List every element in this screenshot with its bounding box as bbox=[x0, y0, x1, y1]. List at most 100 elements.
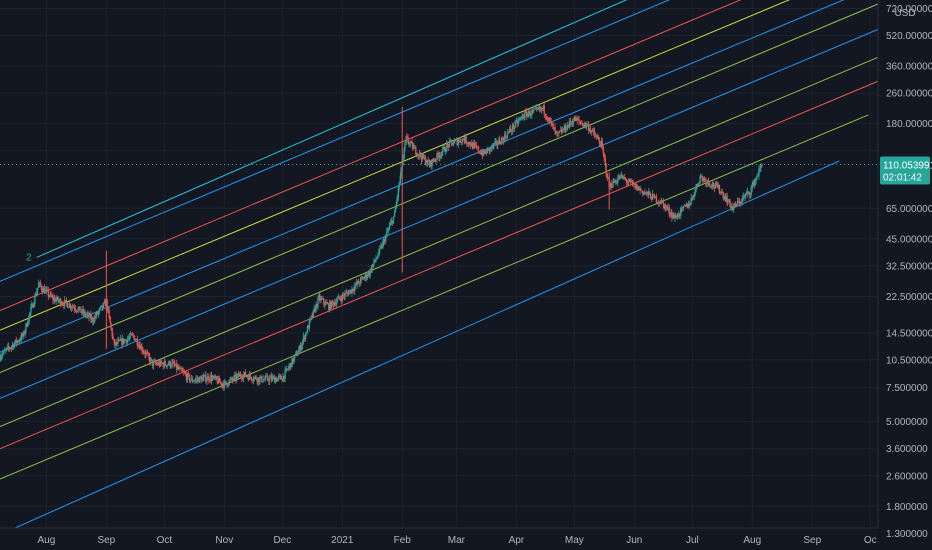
candle-body bbox=[87, 313, 89, 315]
candle-body bbox=[203, 375, 205, 378]
candle-body bbox=[562, 129, 565, 131]
candle-body bbox=[288, 366, 290, 369]
candle-body bbox=[55, 299, 57, 302]
candle-body bbox=[236, 375, 238, 380]
candle-body bbox=[132, 334, 135, 336]
candle-body bbox=[303, 336, 306, 340]
candle-body bbox=[256, 379, 258, 383]
candle-body bbox=[102, 303, 104, 308]
candle-body bbox=[717, 184, 719, 188]
candle-body bbox=[491, 144, 493, 149]
candle-body bbox=[215, 376, 218, 380]
candle-body bbox=[745, 193, 748, 195]
candle-body bbox=[340, 299, 342, 302]
candle-body bbox=[746, 191, 748, 194]
price-axis-tick-label: 2.600000 bbox=[886, 471, 928, 482]
candle-body bbox=[536, 107, 539, 109]
candle-body bbox=[59, 299, 61, 301]
candle-body bbox=[51, 296, 53, 298]
candle-body bbox=[725, 196, 727, 201]
candle-body bbox=[432, 159, 434, 161]
price-axis-tick-label: 360.000000 bbox=[886, 62, 932, 73]
candle-body bbox=[669, 213, 671, 216]
candle-body bbox=[710, 186, 713, 188]
candle-body bbox=[147, 353, 149, 354]
candle-body bbox=[90, 314, 92, 320]
candle-body bbox=[580, 122, 582, 124]
candle-body bbox=[543, 105, 545, 115]
candle-body bbox=[660, 200, 663, 204]
candle-body bbox=[478, 151, 481, 153]
candle-body bbox=[326, 303, 329, 305]
candle-body bbox=[32, 304, 35, 308]
candle-body bbox=[295, 352, 297, 355]
candle-body bbox=[357, 281, 360, 284]
candle-body bbox=[502, 138, 505, 142]
candle-body bbox=[742, 196, 745, 198]
candle-body bbox=[24, 330, 26, 335]
candle-body bbox=[54, 298, 56, 302]
candle-body bbox=[641, 190, 643, 192]
candle-body bbox=[7, 346, 9, 348]
price-axis-panel[interactable] bbox=[878, 0, 932, 550]
candle-body bbox=[707, 179, 709, 183]
candle-body bbox=[556, 131, 558, 134]
candle-body bbox=[164, 361, 166, 365]
candle-body bbox=[332, 302, 335, 306]
candle-body bbox=[331, 300, 334, 303]
candle-body bbox=[632, 182, 634, 184]
candle-body bbox=[375, 259, 377, 261]
candle-body bbox=[66, 302, 69, 308]
candle-body bbox=[724, 196, 726, 201]
candle-body bbox=[241, 378, 244, 379]
candle-body bbox=[84, 311, 86, 316]
candle-body bbox=[157, 362, 160, 365]
candle-body bbox=[344, 293, 346, 297]
candle-body bbox=[263, 379, 265, 382]
candle-body bbox=[150, 358, 152, 363]
candle-body bbox=[321, 298, 323, 300]
candle-body bbox=[25, 323, 27, 331]
candle-body bbox=[314, 308, 316, 312]
candle-body bbox=[36, 291, 38, 297]
candle-body bbox=[743, 196, 746, 198]
candle-body bbox=[726, 196, 728, 204]
candle-body bbox=[557, 132, 559, 134]
candle-body bbox=[444, 151, 447, 153]
candle-body bbox=[94, 316, 97, 318]
candle-body bbox=[198, 378, 200, 383]
candle-body bbox=[318, 295, 320, 298]
candle-body bbox=[336, 298, 339, 302]
candle-body bbox=[434, 159, 436, 162]
candle-body bbox=[193, 380, 195, 382]
candle-body bbox=[61, 304, 64, 305]
candle-body bbox=[642, 191, 644, 195]
candle-body bbox=[519, 118, 521, 120]
candle-body bbox=[509, 128, 512, 131]
candle-body bbox=[616, 182, 618, 184]
candle-body bbox=[38, 282, 41, 284]
candle-body bbox=[759, 168, 761, 169]
candle-body bbox=[533, 109, 535, 111]
candle-body bbox=[81, 309, 83, 313]
candle-body bbox=[680, 208, 682, 216]
candle-body bbox=[651, 198, 653, 200]
candle-body bbox=[518, 119, 520, 121]
candle-body bbox=[237, 373, 239, 376]
candle-body bbox=[61, 304, 63, 306]
candle-body bbox=[259, 377, 261, 382]
candle-body bbox=[194, 379, 197, 381]
candle-body bbox=[290, 363, 292, 368]
candle-body bbox=[481, 152, 484, 156]
candle-body bbox=[370, 268, 373, 272]
time-axis-tick-label: Oc bbox=[864, 535, 877, 546]
price-axis-tick-label: 180.000000 bbox=[886, 119, 932, 130]
candle-body bbox=[391, 220, 394, 224]
candle-body bbox=[654, 196, 657, 198]
candle-body bbox=[411, 141, 413, 143]
candle-body bbox=[379, 247, 381, 250]
time-axis-panel[interactable] bbox=[0, 528, 932, 550]
candle-body bbox=[609, 183, 611, 187]
candle-body bbox=[747, 191, 750, 193]
